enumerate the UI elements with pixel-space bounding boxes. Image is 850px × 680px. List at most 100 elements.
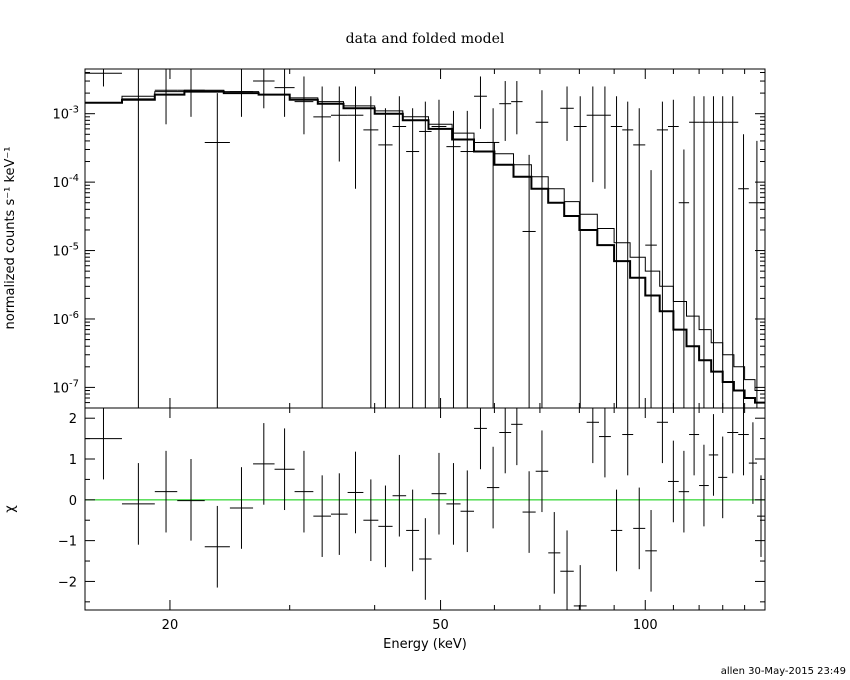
data-point <box>560 86 574 141</box>
residual-point <box>294 450 314 533</box>
residual-point <box>622 408 634 476</box>
data-point <box>204 93 230 408</box>
residual-point <box>378 485 393 568</box>
residual-point <box>406 489 420 572</box>
x-tick-label: 100 <box>633 618 658 633</box>
data-point <box>610 96 623 408</box>
residual-point <box>738 408 749 476</box>
data-point <box>522 154 536 408</box>
data-point <box>738 134 749 408</box>
data-point <box>446 110 461 408</box>
bottom-y-tick-label: −2 <box>58 575 77 590</box>
residual-point <box>154 450 178 533</box>
chart-title: data and folded model <box>346 31 505 47</box>
data-point <box>274 69 295 117</box>
data-point <box>460 110 475 408</box>
data-point <box>598 86 611 189</box>
residual-point <box>204 505 230 588</box>
tick-base: 10 <box>52 381 69 396</box>
data-point <box>363 96 379 408</box>
residual-point <box>748 422 758 504</box>
residual-point <box>522 471 536 553</box>
residual-point <box>708 414 719 496</box>
data-point <box>499 81 512 141</box>
top-y-tick-label: 10-3 <box>52 105 79 123</box>
residual-point <box>535 430 549 513</box>
tick-exponent: -7 <box>69 378 79 389</box>
residual-point <box>645 510 657 592</box>
data-point <box>718 96 728 408</box>
residual-point <box>229 467 254 549</box>
residual-point <box>560 530 574 610</box>
data-point <box>378 108 393 408</box>
data-point <box>347 86 364 189</box>
residual-point <box>431 452 447 535</box>
top-y-axis-label: normalized counts s⁻¹ keV⁻¹ <box>3 147 18 330</box>
data-point <box>392 96 407 408</box>
tick-base: 10 <box>52 313 69 328</box>
data-point <box>699 96 709 408</box>
residual-point <box>419 518 432 600</box>
data-point <box>645 170 657 408</box>
residual-point <box>274 428 295 511</box>
data-point <box>535 90 549 408</box>
residual-point <box>727 408 739 474</box>
top-y-tick-label: 10-6 <box>52 310 79 328</box>
top-y-ticks: 10-710-610-510-410-3 <box>52 69 766 409</box>
residual-point <box>678 450 690 533</box>
data-point <box>121 69 155 408</box>
residual-point <box>499 408 512 474</box>
tick-base: 10 <box>52 245 69 260</box>
residual-point <box>486 446 500 529</box>
bottom-y-tick-label: 1 <box>69 453 77 468</box>
bottom-y-ticks: −2 −1 0 1 2 <box>58 412 765 603</box>
x-tick-label: 50 <box>432 618 449 633</box>
residual-point <box>548 512 561 594</box>
bottom-panel: −2 −1 0 1 2 20 50 100 χ Energy (keV) <box>3 407 766 652</box>
data-point <box>573 96 587 408</box>
residual-points <box>85 408 765 610</box>
top-panel: 10-710-610-510-410-3 normalized counts s… <box>3 68 766 409</box>
residual-point <box>699 444 709 527</box>
residual-point <box>586 408 599 464</box>
residual-point <box>689 408 700 476</box>
tick-exponent: -5 <box>69 242 79 253</box>
residual-point <box>511 408 523 466</box>
residual-point <box>446 463 461 545</box>
data-point <box>656 101 668 408</box>
data-point <box>474 76 487 129</box>
residual-point <box>253 423 275 505</box>
tick-base: 10 <box>52 176 69 191</box>
x-tick-label: 20 <box>162 618 179 633</box>
residual-point <box>718 436 728 519</box>
tick-exponent: -3 <box>69 105 79 116</box>
data-point <box>330 86 348 162</box>
residual-point <box>313 475 331 557</box>
residual-point <box>177 459 205 541</box>
bottom-y-tick-label: 0 <box>69 494 77 509</box>
residual-point <box>392 454 407 537</box>
tick-exponent: -4 <box>69 173 79 184</box>
x-ticks: 20 50 100 <box>162 408 766 633</box>
data-point <box>419 101 432 408</box>
residual-point <box>330 473 348 555</box>
residual-point <box>667 440 679 523</box>
top-y-tick-label: 10-7 <box>52 378 79 396</box>
bottom-y-tick-label: −1 <box>58 535 77 550</box>
data-point <box>667 99 679 408</box>
residual-point <box>460 470 475 553</box>
data-point <box>253 69 275 109</box>
bottom-plot-frame <box>84 407 766 611</box>
footer-stamp: allen 30-May-2015 23:49 <box>721 666 846 677</box>
data-point <box>177 69 205 117</box>
data-point <box>678 149 690 408</box>
residual-point <box>656 408 668 464</box>
x-axis-label: Energy (keV) <box>383 637 467 652</box>
residual-point <box>610 489 623 572</box>
data-point <box>633 108 646 408</box>
residual-point <box>85 408 122 480</box>
residual-point <box>363 479 379 562</box>
data-point <box>85 69 122 87</box>
top-y-tick-label: 10-5 <box>52 242 79 260</box>
